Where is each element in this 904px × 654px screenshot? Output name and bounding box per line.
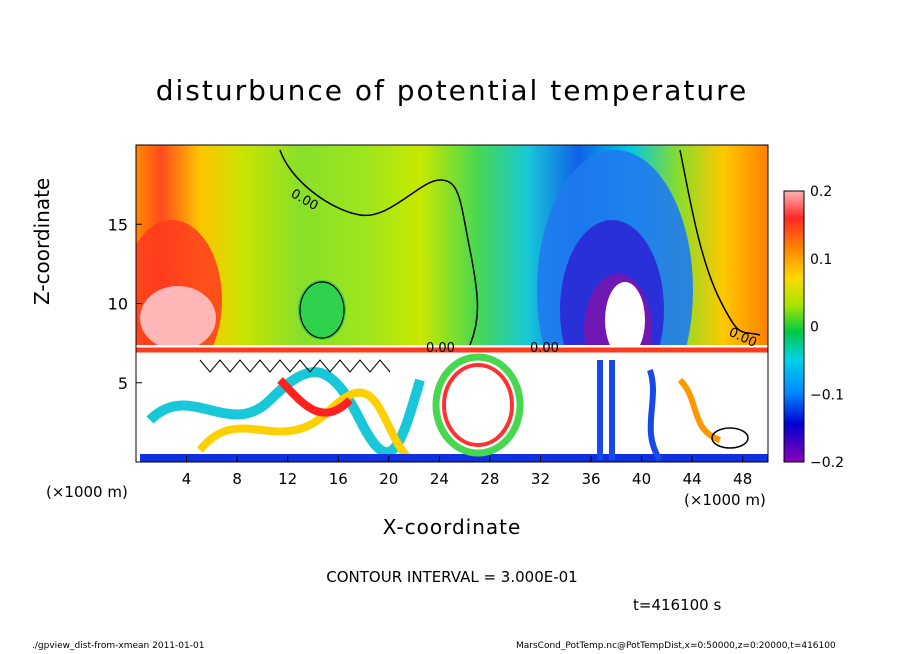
x-tick-label: 12 [278,470,297,488]
x-tick-label: 24 [430,470,449,488]
turbulence-3 [277,377,353,417]
colorbar-ticks: 0.2 0.1 0 −0.1 −0.2 [810,184,844,471]
contour-label: 0.00 [426,341,455,356]
x-tick-label: 40 [632,470,651,488]
colorbar-tick-label: −0.1 [810,387,844,403]
x-tick-label: 8 [232,470,242,488]
y-tick-label: 5 [118,374,128,393]
colorbar-tick-label: 0.1 [810,252,832,268]
heatmap-field [136,145,768,462]
x-tick-label: 4 [182,470,192,488]
eddy-4 [711,427,749,449]
zero-contour-3 [299,281,345,339]
x-tick-label: 20 [379,470,398,488]
zero-contour-2 [679,149,761,336]
cold-core-center [605,282,645,358]
y-axis: 5 10 15 [108,215,142,393]
contour-label: 0.00 [530,341,559,356]
y-tick-label: 10 [108,295,128,314]
colorbar [783,190,805,463]
colorbar-tick-label: 0 [810,320,819,336]
eddy-2 [597,360,663,462]
x-tick-label: 28 [480,470,499,488]
colorbar-tick-label: 0.2 [810,184,832,200]
x-tick-label: 16 [329,470,348,488]
footer-right: MarsCond_PotTemp.nc@PotTempDist,x=0:5000… [516,641,836,651]
zero-contour-1 [279,149,479,346]
y-tick-label: 15 [108,215,128,234]
colorbar-tick-label: −0.2 [810,455,844,471]
green-pocket [298,280,346,340]
chart-title: disturbunce of potential temperature [155,74,749,107]
dense-contours [199,359,391,373]
x-axis-label: X-coordinate [382,515,522,539]
y-axis-label: Z-coordinate [30,177,54,305]
x-tick-label: 48 [733,470,752,488]
time-label: t=416100 s [633,596,722,614]
contour-interval: CONTOUR INTERVAL = 3.000E-01 [326,568,578,586]
eddy-1-inner [442,363,514,447]
eddy-1 [432,353,524,457]
x-unit-label: (×1000 m) [46,483,128,501]
warm-core [140,286,216,350]
x-axis: 4 8 12 16 20 24 28 32 36 40 44 48 [182,456,752,488]
x-tick-label: 36 [581,470,600,488]
x-tick-label: 44 [683,470,702,488]
footer-left: ./gpview_dist-from-xmean 2011-01-01 [32,641,205,651]
x-tick-label: 32 [531,470,550,488]
x-unit-label-right: (×1000 m) [684,491,766,509]
turbulence-1 [146,367,425,458]
